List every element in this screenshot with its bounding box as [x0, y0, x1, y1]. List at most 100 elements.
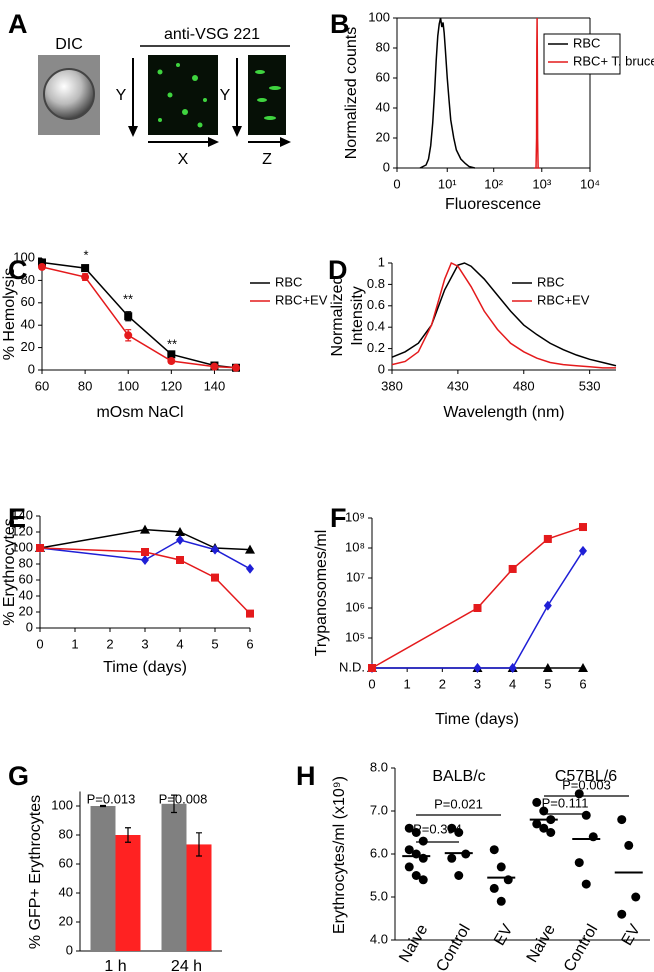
- line: [371, 526, 584, 669]
- marker: [81, 264, 90, 273]
- panel-letter: C: [8, 255, 28, 285]
- marker: [211, 573, 219, 582]
- x-tick-label: Naive: [396, 922, 431, 966]
- y-tick-label: 10⁶: [345, 599, 365, 614]
- axis-letter: Z: [262, 151, 272, 168]
- x-tick-label: 4: [176, 636, 183, 651]
- bar: [161, 803, 187, 951]
- line: [534, 17, 540, 169]
- dot: [581, 879, 591, 889]
- x-tick-label: 6: [579, 676, 586, 691]
- y-tick-label: 100: [368, 9, 390, 24]
- dot: [574, 858, 584, 868]
- dot: [404, 845, 414, 855]
- y-tick-label: 80: [376, 39, 390, 54]
- y-tick-label: 10⁵: [345, 629, 365, 644]
- p-value: P=0.003: [562, 777, 611, 792]
- arrows: [132, 58, 282, 143]
- x-tick-label: 5: [544, 676, 551, 691]
- dot: [404, 862, 414, 872]
- dot: [404, 823, 414, 833]
- marker: [508, 564, 517, 573]
- dot: [411, 828, 421, 837]
- x-tick-label: 0: [36, 636, 43, 651]
- y-axis-title: Intensity: [349, 286, 366, 346]
- panel-letter: G: [8, 761, 29, 791]
- x-tick-label: 80: [78, 378, 92, 393]
- marker: [124, 331, 133, 340]
- dot: [447, 853, 457, 863]
- group-title: BALB/c: [432, 768, 485, 785]
- y-tick-label: 0: [28, 361, 35, 376]
- x-tick-label: 430: [447, 378, 469, 393]
- x-axis-title: Fluorescence: [445, 196, 541, 213]
- arrow-heads: [128, 126, 291, 147]
- dot: [532, 797, 542, 807]
- dot: [631, 892, 641, 902]
- marker: [210, 362, 219, 371]
- marker: [579, 545, 587, 556]
- line: [391, 261, 616, 369]
- x-tick-label: 380: [381, 378, 403, 393]
- error-bar: [125, 827, 131, 843]
- marker: [141, 555, 149, 565]
- marker: [176, 535, 184, 545]
- marker: [245, 544, 255, 554]
- dic-cell: [43, 68, 95, 120]
- marker: [141, 548, 149, 556]
- x-tick-label: 0: [368, 676, 375, 691]
- y-tick-label: 6.0: [370, 845, 388, 860]
- p-value: P=0.021: [434, 796, 483, 811]
- axis-letter: X: [178, 151, 189, 168]
- marker: [543, 534, 552, 543]
- legend-label: RBC: [275, 274, 302, 289]
- bar: [90, 806, 116, 951]
- x-tick-label: 530: [579, 378, 601, 393]
- x-tick-label: 10²: [484, 176, 503, 191]
- dot: [539, 823, 549, 833]
- y-tick-label: 10⁸: [345, 539, 365, 554]
- y-tick-label: 8.0: [370, 759, 388, 774]
- y-tick-label: 60: [19, 571, 33, 586]
- x-tick-label: 1 h: [104, 958, 126, 972]
- y-tick-label: 60: [59, 855, 73, 870]
- marker: [578, 663, 588, 672]
- x-tick-label: 24 h: [171, 958, 202, 972]
- dot: [418, 853, 428, 863]
- dot: [624, 840, 634, 850]
- fluorescence-image-z: [248, 55, 286, 135]
- y-tick-label: 20: [21, 339, 35, 354]
- y-axis-title: Erythrocytes/ml (x10⁹): [331, 776, 348, 934]
- line: [41, 266, 237, 369]
- marker: [167, 357, 176, 366]
- line: [41, 261, 237, 369]
- group-title: C57BL/6: [555, 768, 617, 785]
- marker: [508, 663, 517, 673]
- axis-letter: Y: [220, 87, 231, 104]
- annotation: P=0.008: [159, 791, 208, 806]
- dot: [532, 819, 542, 829]
- line: [391, 262, 617, 367]
- legend-label: RBC: [573, 35, 600, 50]
- panel-a: A DIC anti-VSG 221 Y X Y Z: [8, 9, 291, 168]
- panel-letter: F: [330, 503, 347, 533]
- x-axis-title: Wavelength (nm): [443, 404, 564, 421]
- marker: [36, 544, 44, 552]
- marker: [211, 544, 219, 555]
- y-tick-label: 100: [11, 539, 33, 554]
- marker: [81, 273, 90, 282]
- y-tick-label: 80: [19, 555, 33, 570]
- x-tick-label: 3: [141, 636, 148, 651]
- p-value: P=0.111: [542, 795, 589, 810]
- fluorescence-image: [148, 55, 218, 135]
- x-tick-label: 10³: [532, 176, 551, 191]
- x-axis-title: mOsm NaCl: [96, 404, 183, 421]
- x-tick-label: 120: [160, 378, 182, 393]
- y-axis-title: % Erythrocytes: [1, 518, 18, 626]
- annotation: P=0.013: [87, 791, 136, 806]
- marker: [543, 600, 552, 611]
- y-tick-label: 60: [376, 69, 390, 84]
- marker: [167, 350, 176, 359]
- marker: [579, 523, 587, 532]
